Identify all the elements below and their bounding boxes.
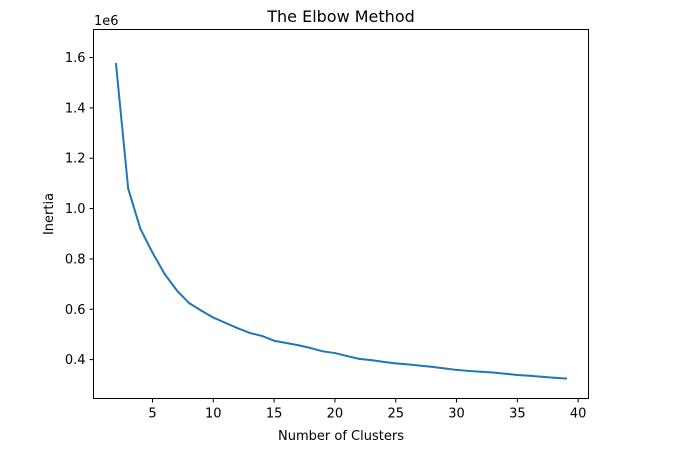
chart-title: The Elbow Method <box>266 7 415 26</box>
data-point <box>358 357 361 360</box>
data-point <box>151 251 154 254</box>
y-tick-label: 1.4 <box>65 101 86 116</box>
data-point <box>346 355 349 358</box>
data-point <box>443 367 446 370</box>
x-tick-label: 40 <box>570 407 587 422</box>
plot-frame <box>93 29 589 399</box>
data-point <box>516 373 519 376</box>
x-tick-label: 15 <box>266 407 283 422</box>
x-tick-label: 5 <box>148 407 156 422</box>
data-point <box>260 334 263 337</box>
data-point <box>479 370 482 373</box>
data-point <box>467 369 470 372</box>
data-point <box>492 371 495 374</box>
y-tick-label: 0.6 <box>65 303 86 318</box>
data-point <box>540 375 543 378</box>
data-point <box>552 376 555 379</box>
data-point <box>528 374 531 377</box>
data-point <box>321 350 324 353</box>
y-tick-label: 0.8 <box>65 252 86 267</box>
data-point <box>565 377 567 380</box>
inertia-series-line <box>115 62 567 380</box>
data-point <box>212 316 215 319</box>
y-axis-label: Inertia <box>42 193 57 235</box>
x-tick-label: 30 <box>448 407 465 422</box>
ticks-layer: 5 10 15 20 25 30 35 40 0.4 0.6 0.8 1.0 1.2 1.4 1.6 <box>65 51 587 421</box>
x-tick-label: 10 <box>205 407 222 422</box>
data-point <box>504 372 507 375</box>
data-point <box>309 347 312 350</box>
data-point <box>175 289 178 292</box>
data-point <box>285 342 288 344</box>
data-point <box>273 339 276 342</box>
y-tick-label: 1.6 <box>65 51 86 66</box>
data-point <box>187 301 190 304</box>
x-tick-label: 25 <box>387 407 404 422</box>
data-point <box>115 62 117 65</box>
data-point <box>455 368 458 371</box>
x-tick-label: 20 <box>327 407 344 422</box>
data-point <box>127 187 130 190</box>
data-point <box>419 364 422 367</box>
data-point <box>200 309 203 312</box>
data-point <box>406 363 409 366</box>
data-point <box>297 344 300 347</box>
x-tick-label: 35 <box>509 407 526 422</box>
data-point <box>333 352 336 355</box>
y-tick-label: 1.2 <box>65 152 86 167</box>
data-point <box>370 359 373 362</box>
data-point <box>431 365 434 368</box>
data-point <box>248 331 251 334</box>
series-layer <box>115 62 567 380</box>
y-tick-label: 1.0 <box>65 202 86 217</box>
data-point <box>163 273 166 276</box>
y-tick-label: 0.4 <box>65 353 86 368</box>
data-point <box>224 321 227 324</box>
data-point <box>394 362 397 365</box>
data-point <box>139 227 142 230</box>
x-axis-label: Number of Clusters <box>278 429 404 444</box>
data-point <box>236 327 239 330</box>
y-offset-label: 1e6 <box>94 14 119 29</box>
data-point <box>382 360 385 363</box>
